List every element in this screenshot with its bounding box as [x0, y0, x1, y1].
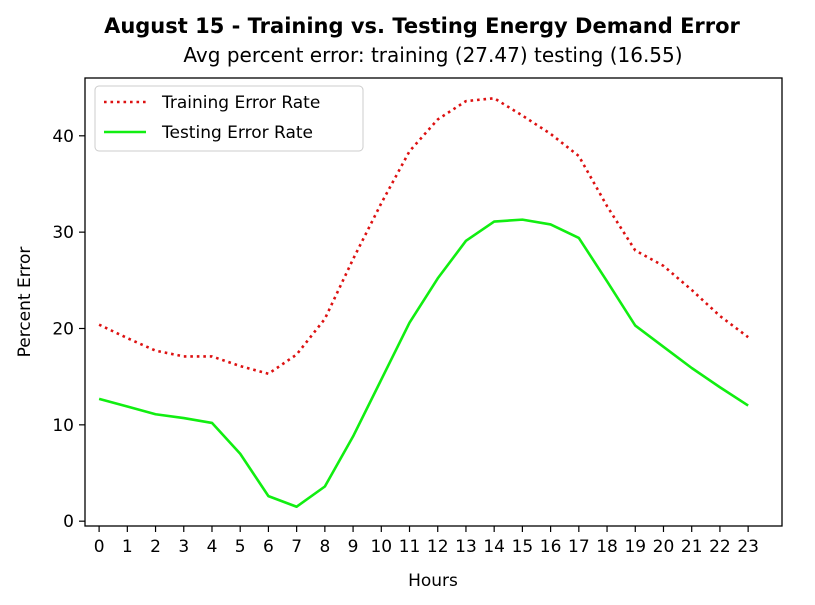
x-axis-label: Hours	[408, 571, 458, 591]
y-tick-label: 20	[52, 319, 74, 339]
x-tick-label: 14	[483, 537, 505, 557]
x-tick-label: 21	[681, 537, 703, 557]
x-tick-label: 7	[291, 537, 302, 557]
y-axis-label: Percent Error	[15, 247, 35, 358]
y-tick-label: 30	[52, 223, 74, 243]
y-axis: 0 10 20 30 40	[52, 127, 85, 532]
legend: Training Error Rate Testing Error Rate	[94, 85, 364, 152]
plot-area	[98, 96, 749, 509]
x-tick-label: 0	[94, 537, 105, 557]
x-tick-label: 17	[568, 537, 590, 557]
legend-box	[94, 85, 364, 152]
x-tick-label: 12	[427, 537, 449, 557]
legend-label-2: Testing Error Rate	[161, 123, 313, 143]
x-tick-label: 22	[709, 537, 731, 557]
x-tick-label: 16	[540, 537, 562, 557]
series-line-2	[98, 218, 749, 509]
x-tick-label: 15	[512, 537, 534, 557]
series-line-1	[98, 96, 749, 376]
legend-label-1: Training Error Rate	[161, 93, 320, 113]
x-tick-label: 4	[207, 537, 218, 557]
x-tick-label: 20	[653, 537, 675, 557]
x-axis: 0 1 2 3 4 5 6 7 8 9 10 11 12 13 14 15 16 17 18 19 20 21 22 23	[94, 526, 759, 557]
x-tick-label: 9	[348, 537, 359, 557]
x-tick-label: 23	[737, 537, 759, 557]
x-tick-label: 6	[263, 537, 274, 557]
chart-title: August 15 - Training vs. Testing Energy …	[104, 14, 740, 38]
x-tick-label: 11	[399, 537, 421, 557]
x-tick-label: 13	[455, 537, 477, 557]
x-tick-label: 8	[319, 537, 330, 557]
x-tick-label: 2	[150, 537, 161, 557]
y-tick-label: 10	[52, 416, 74, 436]
x-tick-label: 3	[178, 537, 189, 557]
x-tick-label: 5	[235, 537, 246, 557]
chart-subtitle: Avg percent error: training (27.47) test…	[183, 43, 682, 67]
x-tick-label: 1	[122, 537, 133, 557]
x-tick-label: 18	[596, 537, 618, 557]
y-tick-label: 40	[52, 127, 74, 147]
plot-frame	[84, 77, 783, 527]
x-tick-label: 10	[370, 537, 392, 557]
x-tick-label: 19	[624, 537, 646, 557]
y-tick-label: 0	[63, 512, 74, 532]
